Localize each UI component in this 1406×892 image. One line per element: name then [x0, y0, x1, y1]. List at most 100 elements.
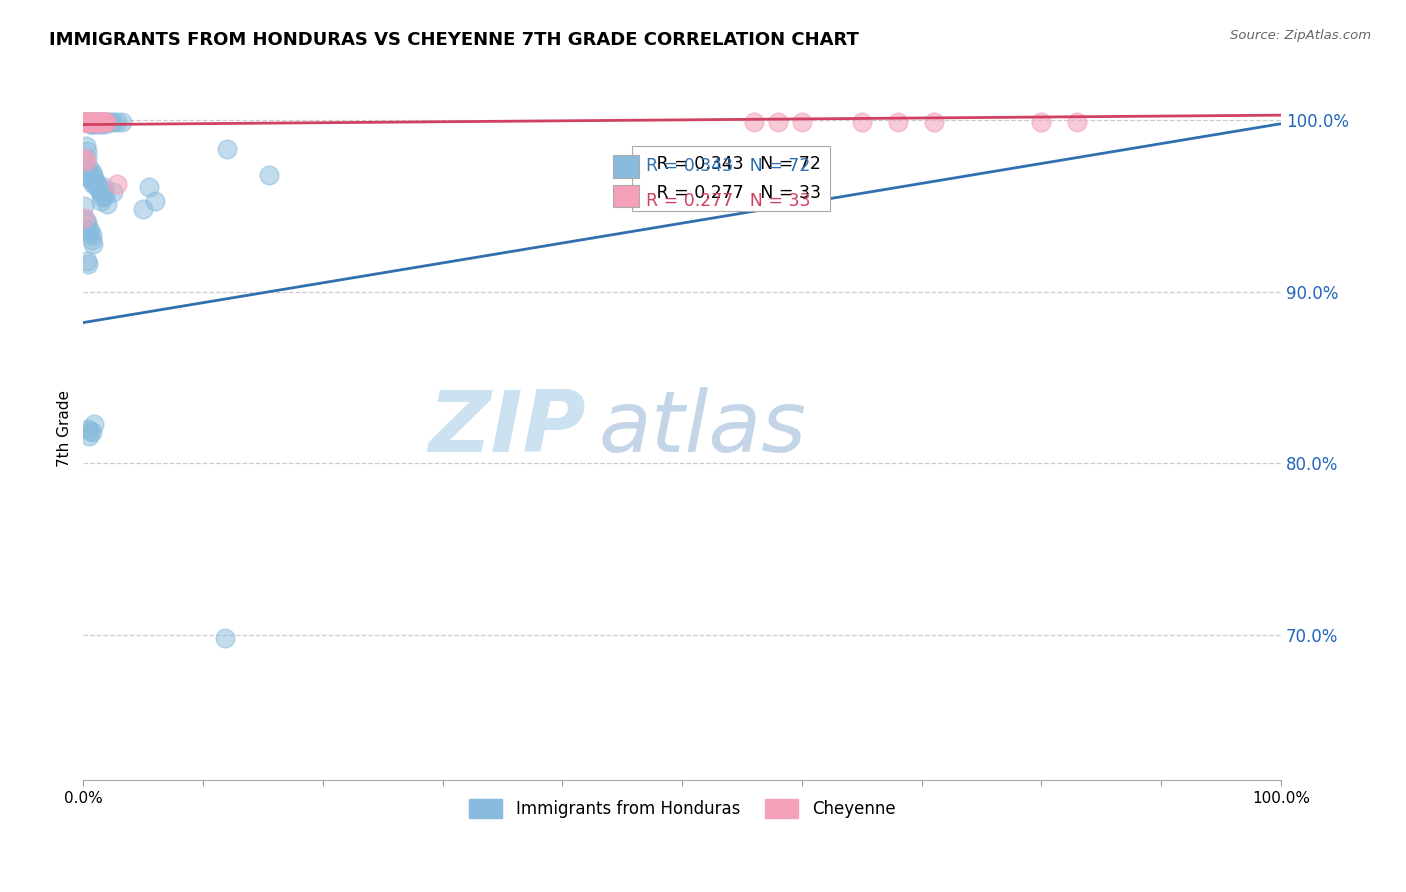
- Point: [93, 186, 115, 200]
- Point: [1066, 115, 1088, 129]
- Point: [75, 115, 97, 129]
- Point: [779, 186, 801, 200]
- Point: [86, 115, 108, 129]
- Point: [103, 115, 125, 129]
- Text: Source: ZipAtlas.com: Source: ZipAtlas.com: [1230, 29, 1371, 42]
- Point: [82, 117, 104, 131]
- Point: [90, 115, 112, 129]
- Point: [77, 115, 100, 129]
- Legend: Immigrants from Honduras, Cheyenne: Immigrants from Honduras, Cheyenne: [463, 792, 903, 825]
- Point: [90, 117, 112, 131]
- Point: [77, 115, 100, 129]
- Point: [93, 180, 115, 194]
- Point: [94, 188, 117, 202]
- Point: [91, 182, 114, 196]
- Point: [89, 115, 111, 129]
- Point: [89, 115, 111, 129]
- Point: [91, 115, 114, 129]
- Bar: [613, 185, 638, 208]
- Point: [86, 180, 108, 194]
- Point: [80, 165, 103, 179]
- Text: atlas: atlas: [599, 387, 806, 470]
- Point: [83, 171, 105, 186]
- Point: [86, 115, 108, 129]
- Point: [143, 194, 166, 208]
- Point: [77, 223, 100, 237]
- Point: [83, 117, 105, 131]
- Point: [86, 115, 108, 129]
- Point: [110, 115, 132, 129]
- Point: [82, 236, 104, 251]
- Point: [73, 115, 96, 129]
- Bar: [613, 155, 638, 178]
- Point: [132, 202, 155, 217]
- Point: [138, 180, 160, 194]
- Point: [91, 190, 114, 204]
- Point: [215, 143, 238, 157]
- Text: R = 0.343   N = 72
   R = 0.277   N = 33: R = 0.343 N = 72 R = 0.277 N = 33: [640, 154, 821, 202]
- Point: [105, 177, 128, 191]
- Point: [86, 175, 108, 189]
- Text: ZIP: ZIP: [429, 387, 586, 470]
- Text: IMMIGRANTS FROM HONDURAS VS CHEYENNE 7TH GRADE CORRELATION CHART: IMMIGRANTS FROM HONDURAS VS CHEYENNE 7TH…: [49, 31, 859, 49]
- Point: [77, 166, 100, 180]
- Point: [790, 115, 813, 129]
- Point: [96, 197, 118, 211]
- Point: [77, 257, 100, 271]
- Point: [75, 154, 97, 169]
- Point: [79, 171, 101, 186]
- Point: [84, 115, 107, 129]
- Point: [886, 115, 908, 129]
- Point: [1031, 115, 1053, 129]
- Point: [83, 115, 105, 129]
- Point: [76, 115, 98, 129]
- Text: R = 0.343   N = 72: R = 0.343 N = 72: [647, 157, 811, 175]
- Point: [76, 165, 98, 179]
- Point: [79, 117, 101, 131]
- Point: [77, 115, 100, 129]
- Point: [94, 115, 117, 129]
- Point: [79, 424, 101, 438]
- Point: [851, 115, 873, 129]
- Text: R = 0.277   N = 33: R = 0.277 N = 33: [647, 192, 811, 210]
- Point: [76, 115, 98, 129]
- Point: [87, 115, 110, 129]
- Point: [93, 115, 115, 129]
- Point: [82, 177, 104, 191]
- Point: [73, 199, 96, 213]
- Point: [76, 253, 98, 268]
- Point: [76, 144, 98, 158]
- Point: [77, 422, 100, 436]
- Point: [87, 182, 110, 196]
- Point: [103, 186, 125, 200]
- Point: [96, 115, 118, 129]
- Point: [75, 212, 97, 227]
- Point: [922, 115, 945, 129]
- Point: [80, 228, 103, 243]
- Point: [73, 115, 96, 129]
- Point: [75, 139, 97, 153]
- Point: [94, 117, 117, 131]
- Point: [93, 115, 115, 129]
- Point: [76, 216, 98, 230]
- Point: [94, 115, 117, 129]
- Point: [76, 151, 98, 165]
- Point: [77, 227, 100, 241]
- Point: [257, 168, 280, 182]
- Point: [742, 115, 765, 129]
- Point: [87, 117, 110, 131]
- Point: [77, 169, 100, 184]
- Point: [86, 115, 108, 129]
- Point: [79, 115, 101, 129]
- Point: [77, 428, 100, 442]
- Point: [84, 115, 107, 129]
- Point: [83, 417, 105, 431]
- Point: [82, 168, 104, 182]
- Point: [803, 190, 825, 204]
- Point: [98, 115, 121, 129]
- Point: [73, 168, 96, 182]
- Point: [75, 163, 97, 178]
- Point: [75, 115, 97, 129]
- Point: [84, 177, 107, 191]
- Point: [80, 115, 103, 129]
